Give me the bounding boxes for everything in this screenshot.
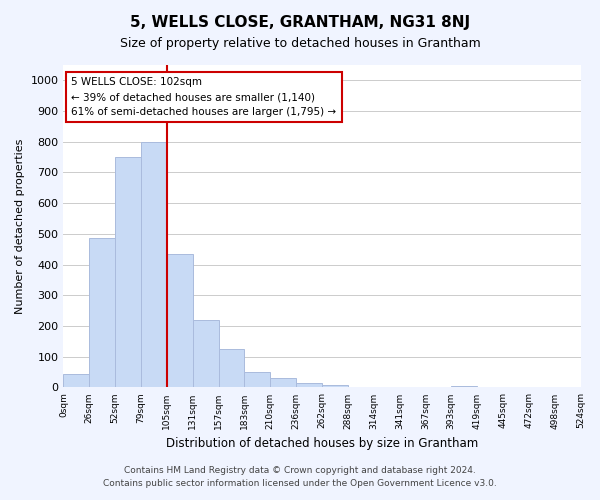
Bar [451, 386, 477, 388]
Bar [64, 374, 89, 388]
Bar [270, 378, 296, 388]
Text: 5 WELLS CLOSE: 102sqm
← 39% of detached houses are smaller (1,140)
61% of semi-d: 5 WELLS CLOSE: 102sqm ← 39% of detached … [71, 78, 336, 117]
Bar [167, 254, 193, 388]
Bar [244, 372, 270, 388]
Text: Contains HM Land Registry data © Crown copyright and database right 2024.
Contai: Contains HM Land Registry data © Crown c… [103, 466, 497, 487]
Bar [296, 383, 322, 388]
Text: 5, WELLS CLOSE, GRANTHAM, NG31 8NJ: 5, WELLS CLOSE, GRANTHAM, NG31 8NJ [130, 15, 470, 30]
X-axis label: Distribution of detached houses by size in Grantham: Distribution of detached houses by size … [166, 437, 478, 450]
Text: Size of property relative to detached houses in Grantham: Size of property relative to detached ho… [119, 38, 481, 51]
Y-axis label: Number of detached properties: Number of detached properties [15, 138, 25, 314]
Bar [115, 157, 141, 388]
Bar [322, 385, 348, 388]
Bar [218, 349, 244, 388]
Bar [141, 142, 167, 388]
Bar [193, 320, 218, 388]
Bar [89, 238, 115, 388]
